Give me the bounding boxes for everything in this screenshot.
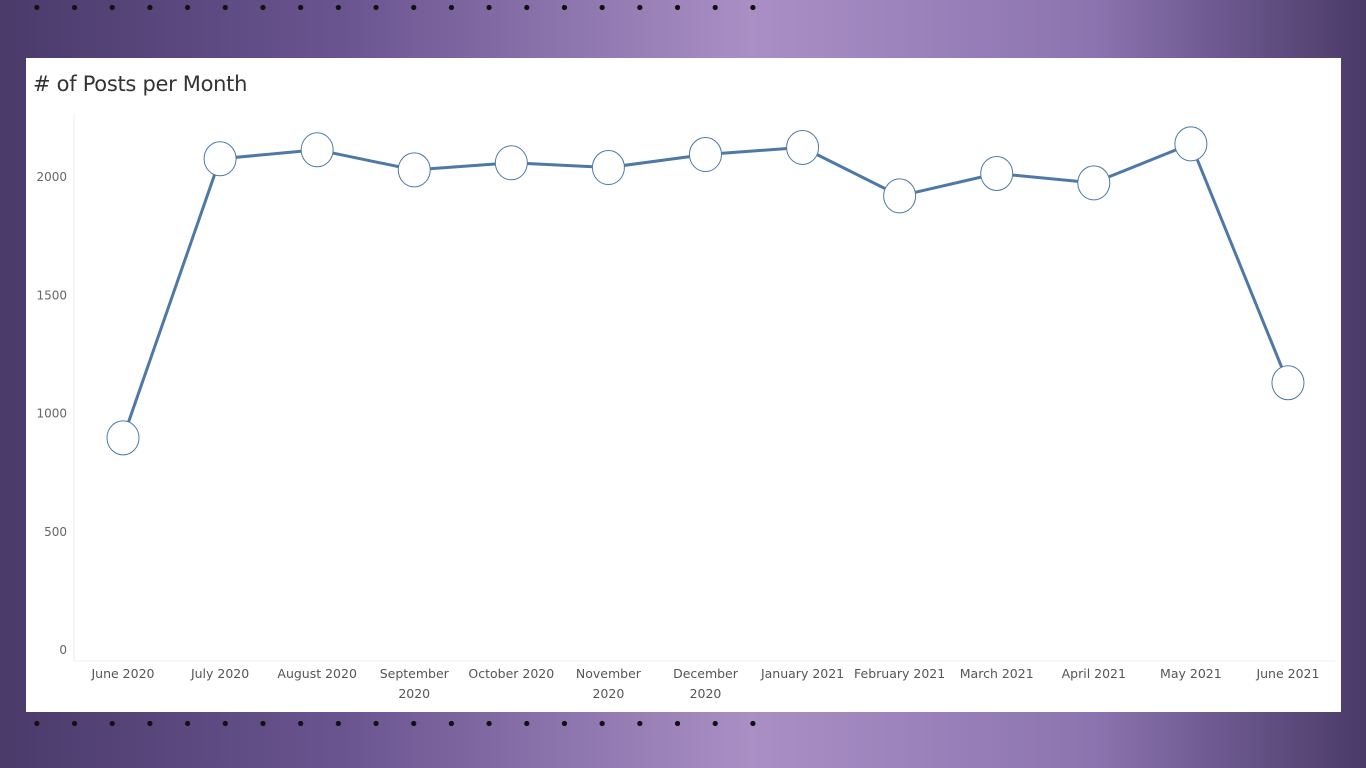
x-tick-label: January 2021: [760, 666, 844, 681]
data-point[interactable]: [397, 152, 431, 188]
data-point[interactable]: [980, 155, 1014, 191]
y-tick-label: 0: [59, 643, 67, 657]
x-tick-label: October 2020: [468, 666, 554, 681]
y-tick-label: 2000: [36, 170, 67, 184]
data-point[interactable]: [591, 150, 625, 186]
line-chart: 0 500 1000 1500 2000 June 2020 July 2020 Augus…: [36, 113, 1336, 701]
x-tick-label: February 2021: [854, 666, 945, 681]
chart-title: # of Posts per Month: [33, 72, 248, 96]
data-point[interactable]: [300, 132, 334, 168]
x-tick-label: September: [380, 666, 450, 681]
data-point[interactable]: [786, 129, 820, 165]
data-point[interactable]: [494, 145, 528, 181]
x-axis-ticks: June 2020 July 2020 August 2020 September 20…: [90, 666, 1319, 701]
x-tick-label: June 2020: [90, 666, 154, 681]
data-point[interactable]: [203, 141, 237, 177]
data-markers: [106, 126, 1305, 456]
x-tick-label: 2020: [592, 686, 624, 701]
x-tick-label: March 2021: [960, 666, 1034, 681]
x-tick-label: August 2020: [277, 666, 357, 681]
decorative-dots-top: [18, 0, 758, 39]
y-tick-label: 1000: [36, 407, 67, 421]
series-line: [121, 142, 1290, 439]
x-tick-label: 2020: [398, 686, 430, 701]
x-tick-label: December: [673, 666, 739, 681]
data-point[interactable]: [106, 420, 140, 456]
data-point[interactable]: [883, 178, 917, 214]
x-tick-label: April 2021: [1062, 666, 1126, 681]
y-tick-label: 1500: [36, 288, 67, 302]
y-tick-label: 500: [44, 525, 67, 539]
data-point[interactable]: [1271, 365, 1305, 401]
chart-panel: # of Posts per Month 0 500 1000 1500 2000 Ju…: [26, 58, 1341, 712]
x-tick-label: July 2020: [190, 666, 249, 681]
decorative-dots-bottom: [18, 705, 758, 755]
y-axis-ticks: 0 500 1000 1500 2000: [36, 170, 67, 657]
x-tick-label: November: [576, 666, 642, 681]
x-tick-label: 2020: [690, 686, 722, 701]
data-point[interactable]: [1174, 126, 1208, 162]
data-point[interactable]: [688, 137, 722, 173]
data-point[interactable]: [1077, 165, 1111, 201]
x-tick-label: May 2021: [1160, 666, 1222, 681]
x-tick-label: June 2021: [1255, 666, 1319, 681]
